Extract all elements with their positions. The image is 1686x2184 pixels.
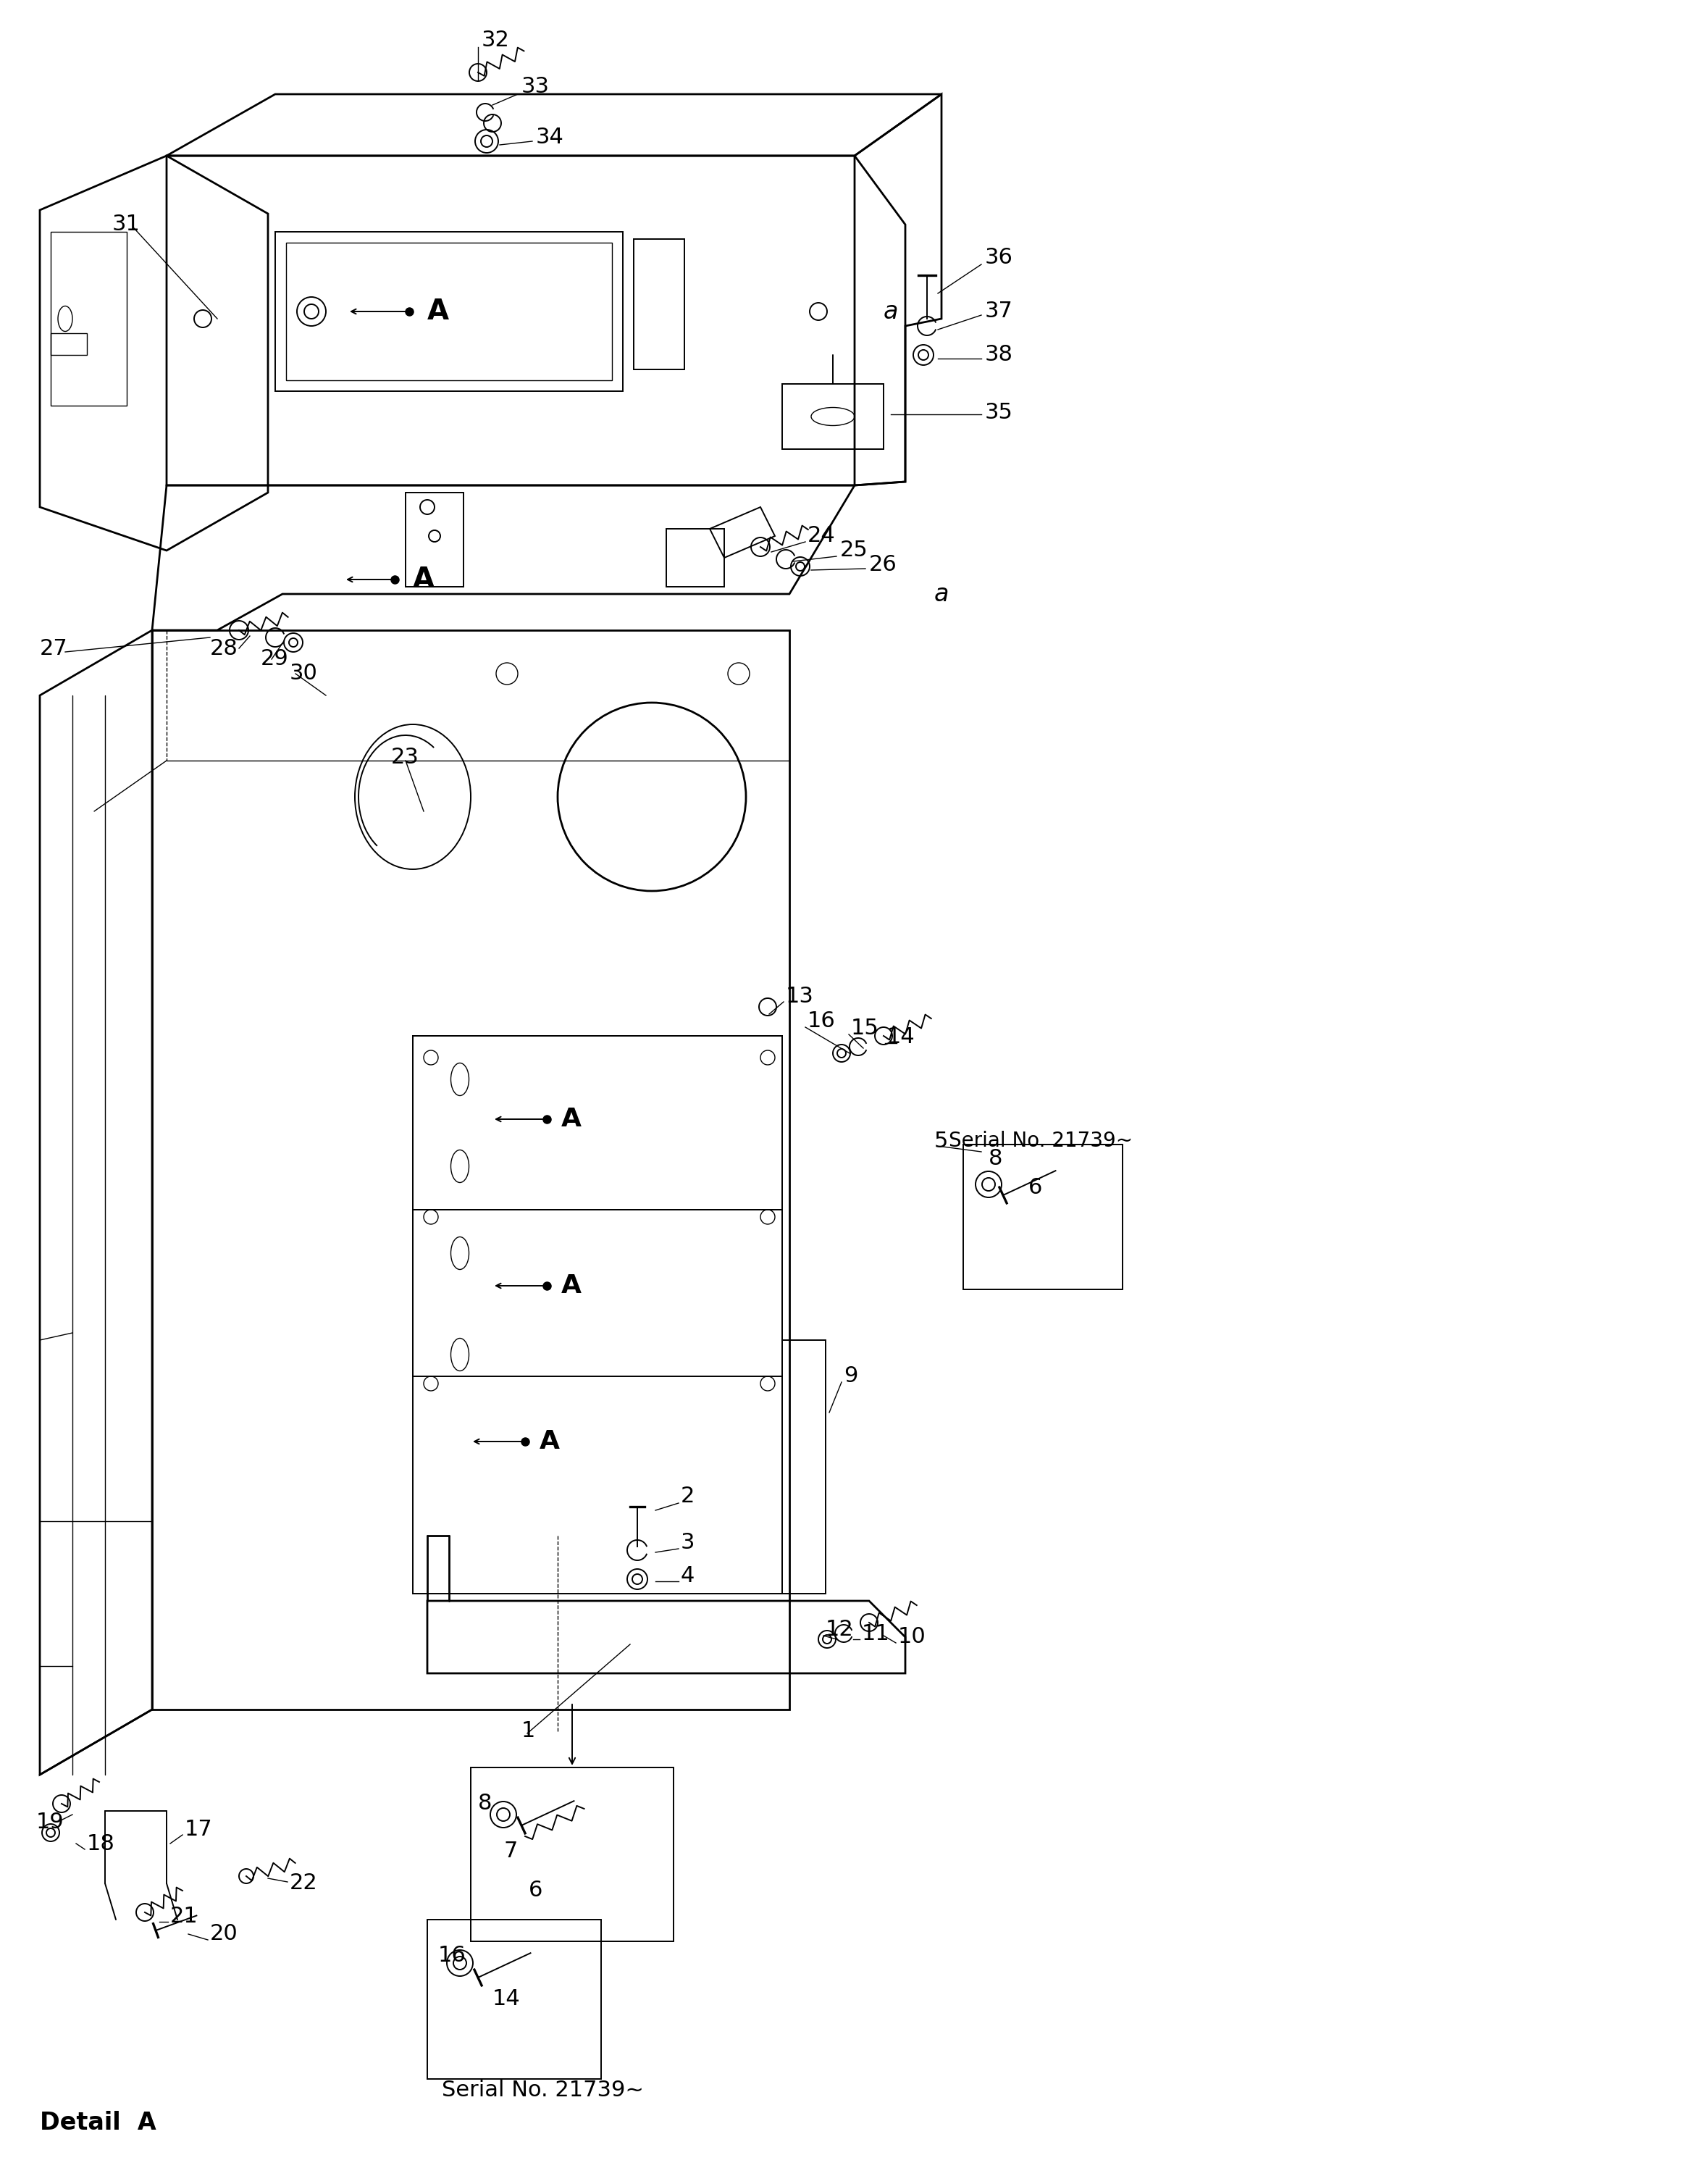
Text: 36: 36 xyxy=(985,247,1013,269)
Text: A: A xyxy=(413,566,435,594)
Bar xyxy=(963,1144,1123,1289)
Text: 21: 21 xyxy=(170,1904,199,1926)
Text: 38: 38 xyxy=(985,345,1013,365)
Text: Serial No. 21739~: Serial No. 21739~ xyxy=(442,2079,644,2101)
Text: 32: 32 xyxy=(482,28,509,50)
Text: 11: 11 xyxy=(862,1623,890,1645)
Text: 5: 5 xyxy=(934,1131,948,1151)
Text: 1: 1 xyxy=(521,1721,536,1743)
Text: 30: 30 xyxy=(290,664,319,684)
Text: 31: 31 xyxy=(113,214,140,236)
Text: 34: 34 xyxy=(536,127,565,149)
Text: a: a xyxy=(883,299,899,323)
Text: 16: 16 xyxy=(438,1946,467,1966)
Text: 10: 10 xyxy=(899,1627,926,1647)
Text: 23: 23 xyxy=(391,747,420,767)
Text: 14: 14 xyxy=(887,1026,915,1048)
Text: 27: 27 xyxy=(40,638,67,660)
Bar xyxy=(470,1767,673,1942)
Text: 18: 18 xyxy=(88,1832,115,1854)
Text: A: A xyxy=(561,1107,582,1131)
Text: 9: 9 xyxy=(843,1365,858,1387)
Text: 29: 29 xyxy=(261,649,288,670)
Text: 8: 8 xyxy=(988,1149,1003,1168)
Text: 6: 6 xyxy=(1028,1177,1042,1199)
Text: 12: 12 xyxy=(826,1618,853,1640)
Bar xyxy=(275,232,622,391)
Text: 13: 13 xyxy=(786,985,814,1007)
Text: 8: 8 xyxy=(479,1793,492,1815)
Text: 25: 25 xyxy=(840,539,868,561)
Text: Detail  A: Detail A xyxy=(40,2110,157,2134)
Text: 22: 22 xyxy=(290,1874,317,1894)
Text: 15: 15 xyxy=(851,1018,878,1040)
Text: A: A xyxy=(540,1428,560,1455)
Text: 17: 17 xyxy=(185,1819,212,1839)
Text: A: A xyxy=(427,297,448,325)
Text: 2: 2 xyxy=(681,1485,695,1507)
Text: 20: 20 xyxy=(211,1924,238,1944)
Text: 19: 19 xyxy=(35,1811,64,1832)
Text: 28: 28 xyxy=(211,638,238,660)
Text: A: A xyxy=(561,1273,582,1297)
Bar xyxy=(427,1920,602,2079)
Text: 4: 4 xyxy=(681,1566,695,1586)
Text: 14: 14 xyxy=(492,1990,521,2009)
Bar xyxy=(287,242,612,380)
Text: 33: 33 xyxy=(521,76,550,98)
Text: Serial No. 21739~: Serial No. 21739~ xyxy=(949,1131,1133,1151)
Text: 37: 37 xyxy=(985,301,1013,321)
Text: 3: 3 xyxy=(681,1533,695,1553)
Text: 24: 24 xyxy=(808,526,836,546)
Text: 7: 7 xyxy=(504,1841,518,1861)
Text: 16: 16 xyxy=(808,1011,836,1031)
Text: 6: 6 xyxy=(529,1880,543,1900)
Bar xyxy=(51,334,88,356)
Text: 35: 35 xyxy=(985,402,1013,424)
Text: 26: 26 xyxy=(868,555,897,577)
Text: a: a xyxy=(934,583,949,605)
